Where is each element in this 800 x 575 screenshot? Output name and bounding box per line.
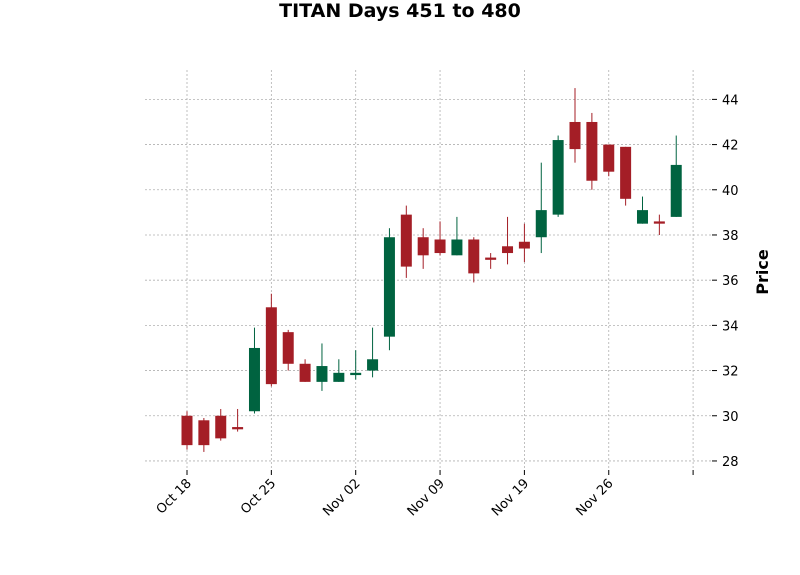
y-tick-label: 36 (722, 274, 739, 289)
candle-body (603, 144, 615, 172)
candle-body (552, 140, 564, 215)
candle (535, 162, 547, 254)
candle-body (198, 420, 210, 446)
x-tick-label: Nov 02 (320, 476, 363, 519)
candle-body (636, 210, 648, 224)
candle (552, 135, 564, 217)
candle (198, 418, 210, 452)
candle (586, 112, 598, 190)
candle (299, 359, 311, 382)
y-axis-label: Price (753, 249, 772, 295)
candle-body (670, 164, 682, 217)
candle (383, 228, 395, 351)
chart-title: TITAN Days 451 to 480 (279, 0, 521, 22)
y-tick-label: 32 (722, 365, 739, 380)
candle-body (316, 366, 328, 382)
candle-body (620, 146, 632, 199)
candle (485, 253, 497, 269)
x-tick-label: Nov 26 (573, 476, 616, 519)
candle (569, 88, 581, 163)
candle (316, 343, 328, 391)
y-tick-label: 30 (722, 410, 739, 425)
y-tick-label: 28 (722, 455, 739, 470)
candle (350, 350, 362, 380)
candle-body (350, 372, 362, 376)
candle-body (502, 246, 514, 254)
candle (603, 144, 615, 177)
candle-body (367, 359, 379, 371)
candle-body (181, 415, 193, 446)
candle (620, 146, 632, 206)
candle (518, 223, 530, 263)
y-tick-label: 42 (722, 139, 739, 154)
candle (451, 216, 463, 256)
x-tick-label: Oct 25 (238, 476, 279, 517)
candle-body (535, 210, 547, 238)
candle-body (451, 239, 463, 256)
candle (434, 221, 446, 256)
candle (215, 408, 227, 441)
x-tick-label: Nov 19 (489, 476, 532, 519)
x-tick-label: Nov 09 (405, 476, 448, 519)
candle-body (653, 221, 665, 224)
candle (417, 228, 429, 269)
candle-body (333, 372, 345, 382)
candle (333, 359, 345, 382)
candle-body (468, 239, 480, 274)
candles (181, 88, 682, 452)
candle-body (400, 214, 412, 267)
candle (636, 196, 648, 224)
candle (400, 205, 412, 278)
candle-body (248, 347, 260, 412)
candle-body (485, 257, 497, 260)
candle-body (569, 121, 581, 150)
candle-body (434, 239, 446, 254)
y-tick-label: 40 (722, 184, 739, 199)
candle (653, 214, 665, 235)
candle-body (232, 427, 244, 430)
candle-body (299, 363, 311, 382)
y-tick-label: 34 (722, 319, 739, 334)
y-tick-label: 38 (722, 229, 739, 244)
candle (468, 237, 480, 283)
candle (282, 329, 294, 371)
candle-body (215, 415, 227, 439)
candle (502, 216, 514, 265)
grid (145, 70, 712, 470)
candle (181, 411, 193, 450)
candle (232, 408, 244, 432)
x-tick-label: Oct 18 (154, 476, 195, 517)
candle-body (383, 237, 395, 337)
candle-body (282, 332, 294, 364)
candle-body (417, 237, 429, 256)
candle (367, 327, 379, 378)
candle (248, 327, 260, 414)
candle (670, 135, 682, 217)
candle-body (586, 121, 598, 181)
y-tick-label: 44 (722, 93, 739, 108)
candle-body (265, 307, 277, 385)
candle-body (518, 241, 530, 249)
axes: 28 30 32 34 36 38 40 42 44 Oct 18 Oct 25 Nov 02 Nov … (154, 93, 739, 519)
candle (265, 293, 277, 387)
